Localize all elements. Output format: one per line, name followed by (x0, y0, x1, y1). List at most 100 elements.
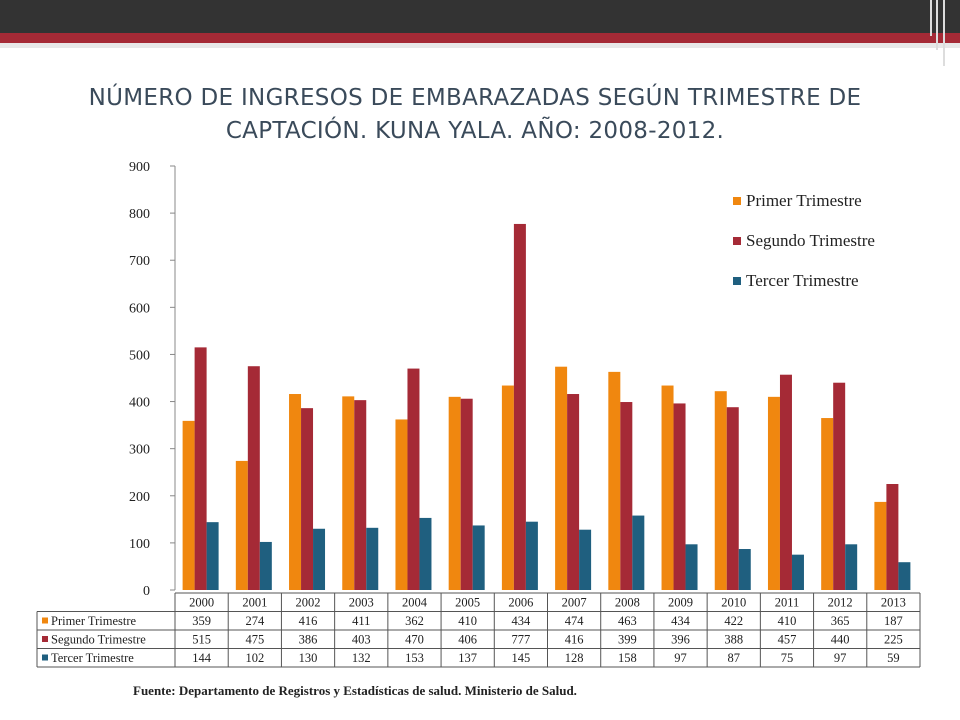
data-label: 406 (458, 633, 477, 647)
bar-segundo-trimestre (567, 394, 580, 590)
bar-tercer-trimestre (313, 528, 326, 590)
data-label: 422 (724, 614, 743, 628)
y-tick-label: 600 (129, 301, 150, 316)
legend-label: Segundo Trimestre (746, 231, 875, 250)
x-tick-label: 2010 (721, 596, 746, 610)
bar-primer-trimestre (608, 371, 621, 590)
legend-key-segundo-trimestre (42, 636, 48, 642)
data-label: 515 (192, 633, 211, 647)
bar-primer-trimestre (555, 366, 568, 590)
x-tick-label: 2007 (562, 596, 587, 610)
data-label: 386 (299, 633, 318, 647)
legend-key-tercer-trimestre (42, 654, 48, 661)
data-label: 475 (245, 633, 264, 647)
data-label: 153 (405, 651, 424, 665)
y-tick-label: 300 (129, 443, 150, 458)
data-label: 144 (192, 651, 212, 665)
bar-tercer-trimestre (898, 562, 911, 590)
data-label: 777 (512, 633, 531, 647)
bar-segundo-trimestre (726, 407, 739, 590)
y-tick-label: 0 (143, 584, 150, 599)
data-label: 137 (458, 651, 477, 665)
x-tick-label: 2000 (189, 596, 214, 610)
x-tick-label: 2005 (455, 596, 480, 610)
bar-segundo-trimestre (301, 408, 314, 590)
x-tick-label: 2013 (881, 596, 906, 610)
data-label: 474 (565, 614, 585, 628)
data-label: 403 (352, 633, 371, 647)
y-tick-label: 700 (129, 254, 150, 269)
data-label: 97 (834, 651, 847, 665)
bar-primer-trimestre (342, 396, 355, 590)
data-label: 59 (887, 651, 900, 665)
table-row-label: Primer Trimestre (51, 614, 137, 628)
data-label: 463 (618, 614, 637, 628)
bar-segundo-trimestre (407, 368, 420, 590)
bar-tercer-trimestre (259, 541, 272, 590)
data-label: 225 (884, 633, 903, 647)
corner-line (936, 0, 938, 50)
x-tick-label: 2004 (402, 596, 428, 610)
data-label: 457 (778, 633, 797, 647)
bar-tercer-trimestre (472, 525, 485, 590)
bar-tercer-trimestre (206, 522, 219, 590)
x-tick-label: 2011 (775, 596, 800, 610)
bar-tercer-trimestre (525, 521, 538, 590)
bar-tercer-trimestre (845, 544, 858, 590)
data-label: 416 (565, 633, 584, 647)
bar-primer-trimestre (182, 420, 195, 590)
table-row-label: Segundo Trimestre (51, 633, 146, 647)
data-label: 440 (831, 633, 850, 647)
bar-segundo-trimestre (779, 374, 792, 590)
data-label: 132 (352, 651, 371, 665)
legend-swatch (733, 277, 741, 285)
x-tick-label: 2002 (296, 596, 321, 610)
data-label: 411 (352, 614, 370, 628)
bar-segundo-trimestre (673, 403, 686, 590)
table-row-label: Tercer Trimestre (51, 651, 134, 665)
bar-tercer-trimestre (579, 529, 592, 590)
data-label: 410 (458, 614, 477, 628)
bar-segundo-trimestre (354, 400, 367, 590)
y-tick-label: 900 (129, 160, 150, 175)
bar-primer-trimestre (714, 391, 727, 590)
y-tick-label: 800 (129, 207, 150, 222)
accent-bar (0, 33, 960, 43)
x-tick-label: 2008 (615, 596, 640, 610)
data-label: 410 (778, 614, 797, 628)
data-label: 128 (565, 651, 584, 665)
legend-swatch (733, 237, 741, 245)
data-label: 97 (674, 651, 687, 665)
data-label: 130 (299, 651, 318, 665)
data-label: 75 (781, 651, 794, 665)
data-label: 434 (671, 614, 691, 628)
x-tick-label: 2003 (349, 596, 374, 610)
bar-primer-trimestre (448, 396, 461, 590)
y-tick-label: 400 (129, 396, 150, 411)
bar-primer-trimestre (289, 394, 302, 590)
data-label: 87 (728, 651, 741, 665)
y-tick-label: 100 (129, 537, 150, 552)
data-label: 365 (831, 614, 850, 628)
x-tick-label: 2009 (668, 596, 693, 610)
bar-tercer-trimestre (366, 527, 379, 590)
data-label: 362 (405, 614, 424, 628)
data-label: 145 (512, 651, 531, 665)
data-label: 187 (884, 614, 903, 628)
legend-swatch (733, 197, 741, 205)
bar-segundo-trimestre (460, 398, 473, 590)
bar-segundo-trimestre (194, 347, 207, 590)
bar-segundo-trimestre (886, 484, 899, 590)
accent-line (570, 50, 888, 52)
bar-tercer-trimestre (632, 515, 645, 590)
bar-primer-trimestre (767, 396, 780, 590)
bar-primer-trimestre (874, 501, 887, 590)
x-tick-label: 2006 (508, 596, 533, 610)
data-label: 396 (671, 633, 690, 647)
bar-tercer-trimestre (791, 554, 804, 590)
x-tick-label: 2012 (828, 596, 853, 610)
bar-tercer-trimestre (685, 544, 698, 590)
accent-bar-light (0, 43, 960, 48)
legend-label: Primer Trimestre (746, 191, 862, 210)
